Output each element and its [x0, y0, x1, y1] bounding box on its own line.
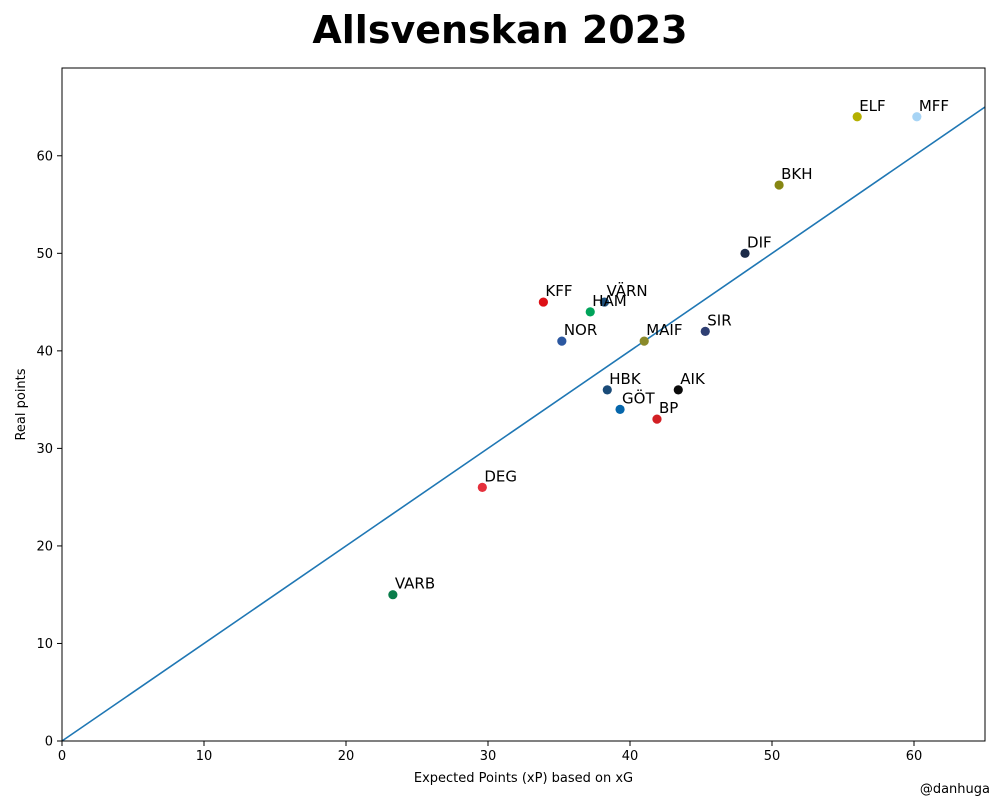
- data-point: [615, 404, 625, 414]
- point-label: AIK: [680, 370, 706, 388]
- y-axis-ticks: 0 10 20 30 40 50 60: [36, 149, 62, 750]
- data-point: [557, 336, 567, 346]
- reference-line: [61, 106, 986, 742]
- point-label: BKH: [781, 165, 812, 183]
- x-axis-title: Expected Points (xP) based on xG: [414, 771, 633, 786]
- data-point: [700, 326, 710, 336]
- point-label: MAIF: [646, 321, 682, 339]
- x-tick-label: 50: [764, 749, 781, 764]
- y-tick-label: 0: [45, 735, 53, 750]
- point-label: VÄRN: [606, 281, 647, 300]
- y-axis-title: Real points: [14, 368, 29, 440]
- data-point: [585, 307, 595, 317]
- point-label: ELF: [859, 97, 885, 115]
- x-tick-label: 0: [58, 749, 66, 764]
- y-tick-label: 60: [36, 149, 53, 164]
- point-label: DIF: [747, 233, 772, 251]
- point-label: KFF: [545, 282, 572, 300]
- y-tick-label: 40: [36, 344, 53, 359]
- x-tick-label: 60: [906, 749, 923, 764]
- data-point: [477, 482, 487, 493]
- data-point: [652, 414, 662, 424]
- x-axis-ticks: 0 10 20 30 40 50 60: [58, 741, 922, 764]
- point-label: DEG: [484, 467, 517, 485]
- point-label: GÖT: [622, 388, 655, 407]
- credit-text: @danhuga: [919, 782, 990, 797]
- x-tick-label: 20: [338, 749, 355, 764]
- point-label: NOR: [564, 321, 597, 339]
- y-tick-label: 50: [36, 247, 53, 262]
- data-point: [673, 385, 683, 395]
- point-label: VARB: [395, 575, 435, 593]
- reference-line-layer: [61, 106, 986, 742]
- point-label: MFF: [919, 97, 949, 115]
- point-label: HBK: [609, 370, 642, 388]
- plot-frame: [61, 67, 986, 742]
- data-point: [388, 590, 398, 600]
- x-tick-label: 30: [480, 749, 497, 764]
- y-tick-label: 20: [36, 539, 53, 554]
- point-label: BP: [659, 399, 678, 417]
- data-point: [599, 297, 610, 307]
- x-tick-label: 10: [196, 749, 213, 764]
- data-point: [774, 180, 784, 190]
- point-label: HAM: [592, 292, 626, 310]
- data-point: [912, 112, 922, 122]
- data-point: [538, 297, 548, 307]
- chart-title: Allsvenskan 2023: [312, 8, 688, 52]
- point-label: SIR: [707, 311, 731, 329]
- point-labels-layer: MFF ELF BKH DIF VÄRN KFF HAM SIR MAIF NOR AIK HBKGÖ…: [395, 97, 949, 593]
- points-layer: [388, 112, 922, 600]
- data-point: [852, 112, 862, 122]
- data-point: [740, 248, 750, 258]
- data-point: [639, 336, 649, 346]
- data-point: [602, 385, 612, 395]
- x-tick-label: 40: [622, 749, 639, 764]
- y-tick-label: 10: [36, 637, 53, 652]
- y-tick-label: 30: [36, 442, 53, 457]
